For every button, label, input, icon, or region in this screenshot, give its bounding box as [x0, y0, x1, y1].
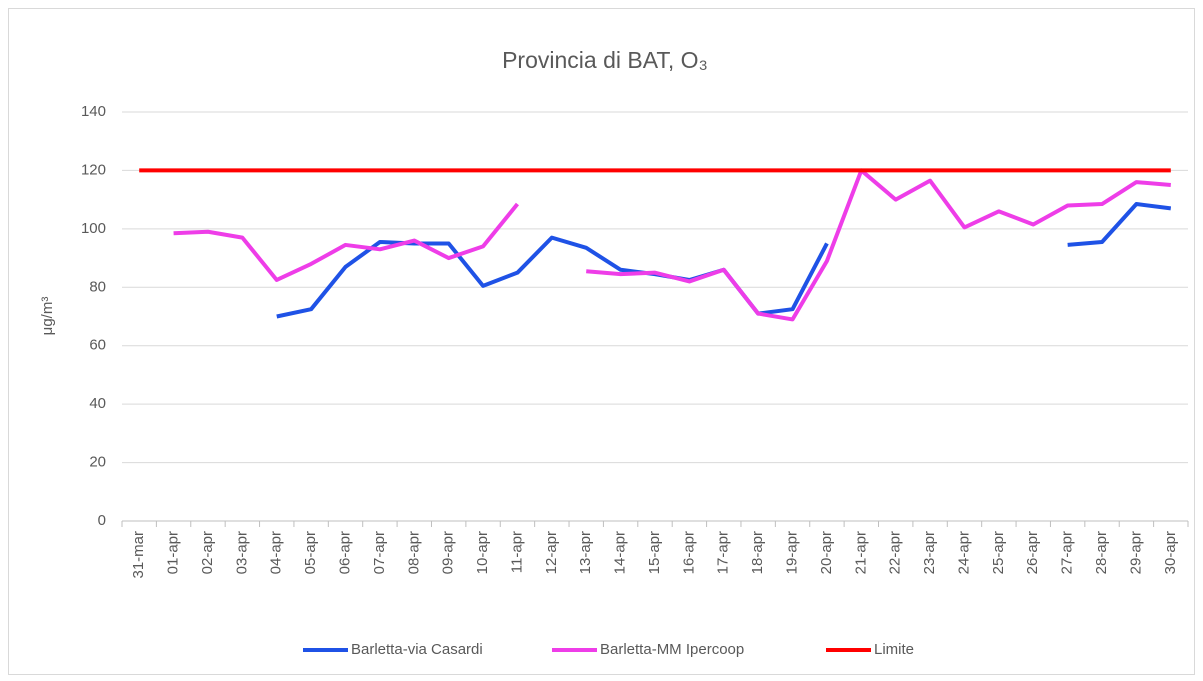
x-tick-label: 21-apr	[852, 531, 869, 574]
x-tick-label: 27-apr	[1059, 531, 1076, 574]
y-tick-label: 80	[89, 278, 106, 295]
y-tick-label: 40	[89, 395, 106, 412]
chart-title: Provincia di BAT, O₃	[502, 47, 708, 73]
x-tick-label: 26-apr	[1024, 531, 1041, 574]
x-tick-label: 31-mar	[130, 531, 147, 579]
x-tick-label: 01-apr	[165, 531, 182, 574]
x-tick-label: 08-apr	[405, 531, 422, 574]
x-tick-label: 12-apr	[543, 531, 560, 574]
x-tick-label: 22-apr	[887, 531, 904, 574]
x-tick-label: 04-apr	[268, 531, 285, 574]
y-tick-label: 120	[81, 161, 106, 178]
x-tick-label: 09-apr	[440, 531, 457, 574]
x-tick-label: 29-apr	[1127, 531, 1144, 574]
x-tick-label: 30-apr	[1162, 531, 1179, 574]
legend-label: Barletta-MM Ipercoop	[600, 641, 744, 658]
x-tick-label: 17-apr	[715, 531, 732, 574]
y-axis-label: μg/m³	[39, 297, 56, 336]
legend-label: Barletta-via Casardi	[351, 641, 483, 658]
x-tick-label: 28-apr	[1093, 531, 1110, 574]
x-tick-label: 11-apr	[508, 531, 525, 573]
x-tick-label: 13-apr	[577, 531, 594, 574]
y-tick-label: 140	[81, 103, 106, 120]
x-tick-label: 15-apr	[646, 531, 663, 574]
x-tick-label: 10-apr	[474, 531, 491, 574]
y-tick-label: 20	[89, 454, 106, 471]
y-tick-label: 100	[81, 220, 106, 237]
x-tick-label: 02-apr	[199, 531, 216, 574]
series-line	[173, 168, 1171, 322]
x-tick-label: 19-apr	[784, 531, 801, 574]
x-tick-label: 24-apr	[955, 531, 972, 574]
x-tick-label: 20-apr	[818, 531, 835, 574]
x-tick-label: 14-apr	[612, 531, 629, 574]
y-tick-label: 0	[98, 512, 106, 529]
x-tick-label: 03-apr	[233, 531, 250, 574]
x-tick-label: 07-apr	[371, 531, 388, 574]
x-tick-label: 25-apr	[990, 531, 1007, 574]
y-tick-label: 60	[89, 337, 106, 354]
x-tick-label: 16-apr	[680, 531, 697, 574]
x-tick-label: 23-apr	[921, 531, 938, 574]
chart-frame	[8, 8, 1195, 675]
legend-label: Limite	[874, 641, 914, 658]
x-tick-label: 18-apr	[749, 531, 766, 574]
x-tick-label: 05-apr	[302, 531, 319, 574]
x-tick-label: 06-apr	[336, 531, 353, 574]
